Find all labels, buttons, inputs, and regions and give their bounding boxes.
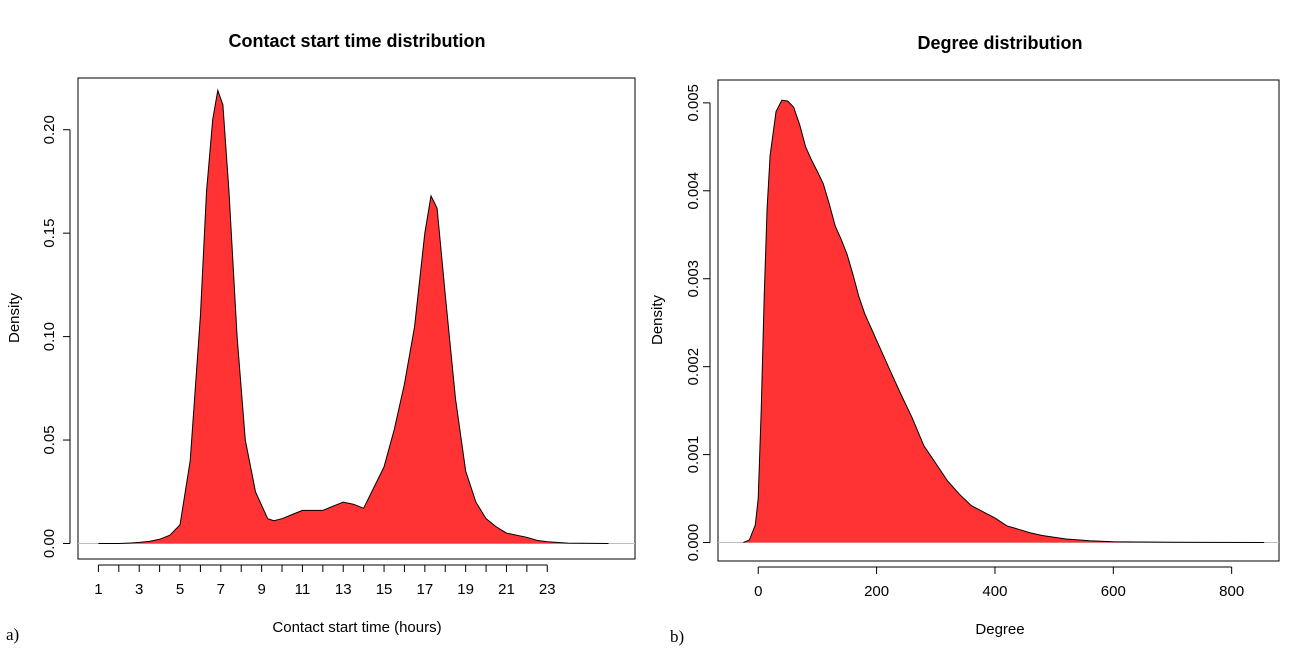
x-tick-label: 600 — [1101, 583, 1126, 600]
density-area — [743, 100, 1265, 543]
y-tick-label: 0.003 — [685, 260, 702, 298]
x-tick-label: 0 — [754, 583, 762, 600]
x-tick-label: 23 — [539, 581, 556, 598]
chart-title-a: Contact start time distribution — [228, 31, 485, 51]
x-tick-label: 5 — [176, 581, 184, 598]
x-tick-label: 9 — [257, 581, 265, 598]
x-tick-label: 7 — [217, 581, 225, 598]
plot-box-a — [77, 77, 636, 560]
x-tick-label: 11 — [295, 581, 311, 598]
y-axis-label-b: Density — [649, 294, 666, 345]
x-axis-b: 0 200 400 600 800 — [754, 566, 1244, 600]
x-axis-a: 1 3 5 7 9 11 13 15 17 19 21 23 — [94, 564, 556, 598]
panel-label-b: b) — [670, 627, 684, 646]
plot-box-b — [717, 79, 1280, 562]
density-area — [98, 90, 609, 544]
x-tick-label: 15 — [376, 581, 393, 598]
panel-label-a: a) — [6, 625, 19, 644]
y-tick-label: 0.05 — [41, 425, 58, 454]
panel-b: Degree distribution Degree Density b) 0 2… — [649, 33, 1280, 646]
y-tick-label: 0.000 — [685, 524, 702, 562]
x-tick-label: 400 — [982, 583, 1007, 600]
x-tick-label: 21 — [498, 581, 515, 598]
x-tick-label: 1 — [94, 581, 102, 598]
panel-a: Contact start time distribution Contact … — [6, 31, 636, 644]
x-axis-label-b: Degree — [975, 621, 1024, 638]
y-tick-label: 0.001 — [685, 436, 702, 474]
x-tick-label: 19 — [457, 581, 474, 598]
y-tick-label: 0.15 — [41, 219, 58, 248]
y-tick-label: 0.10 — [41, 322, 58, 351]
x-tick-label: 13 — [335, 581, 352, 598]
y-tick-label: 0.20 — [41, 115, 58, 144]
x-tick-label: 200 — [864, 583, 889, 600]
plot-area-b — [718, 99, 1279, 544]
density-curve — [743, 99, 1265, 543]
y-axis-label-a: Density — [6, 292, 23, 343]
x-tick-label: 17 — [417, 581, 434, 598]
plot-area-a — [78, 88, 635, 544]
y-tick-label: 0.005 — [685, 84, 702, 122]
x-tick-label: 3 — [135, 581, 143, 598]
y-axis-b: 0.000 0.001 0.002 0.003 0.004 0.005 — [685, 84, 711, 562]
y-tick-label: 0.00 — [41, 529, 58, 558]
y-tick-label: 0.004 — [685, 172, 702, 210]
chart-title-b: Degree distribution — [917, 33, 1082, 53]
x-tick-label: 800 — [1219, 583, 1244, 600]
y-tick-label: 0.002 — [685, 348, 702, 386]
density-curve — [98, 88, 609, 544]
y-axis-a: 0.00 0.05 0.10 0.15 0.20 — [41, 115, 71, 558]
x-axis-label-a: Contact start time (hours) — [272, 619, 441, 636]
